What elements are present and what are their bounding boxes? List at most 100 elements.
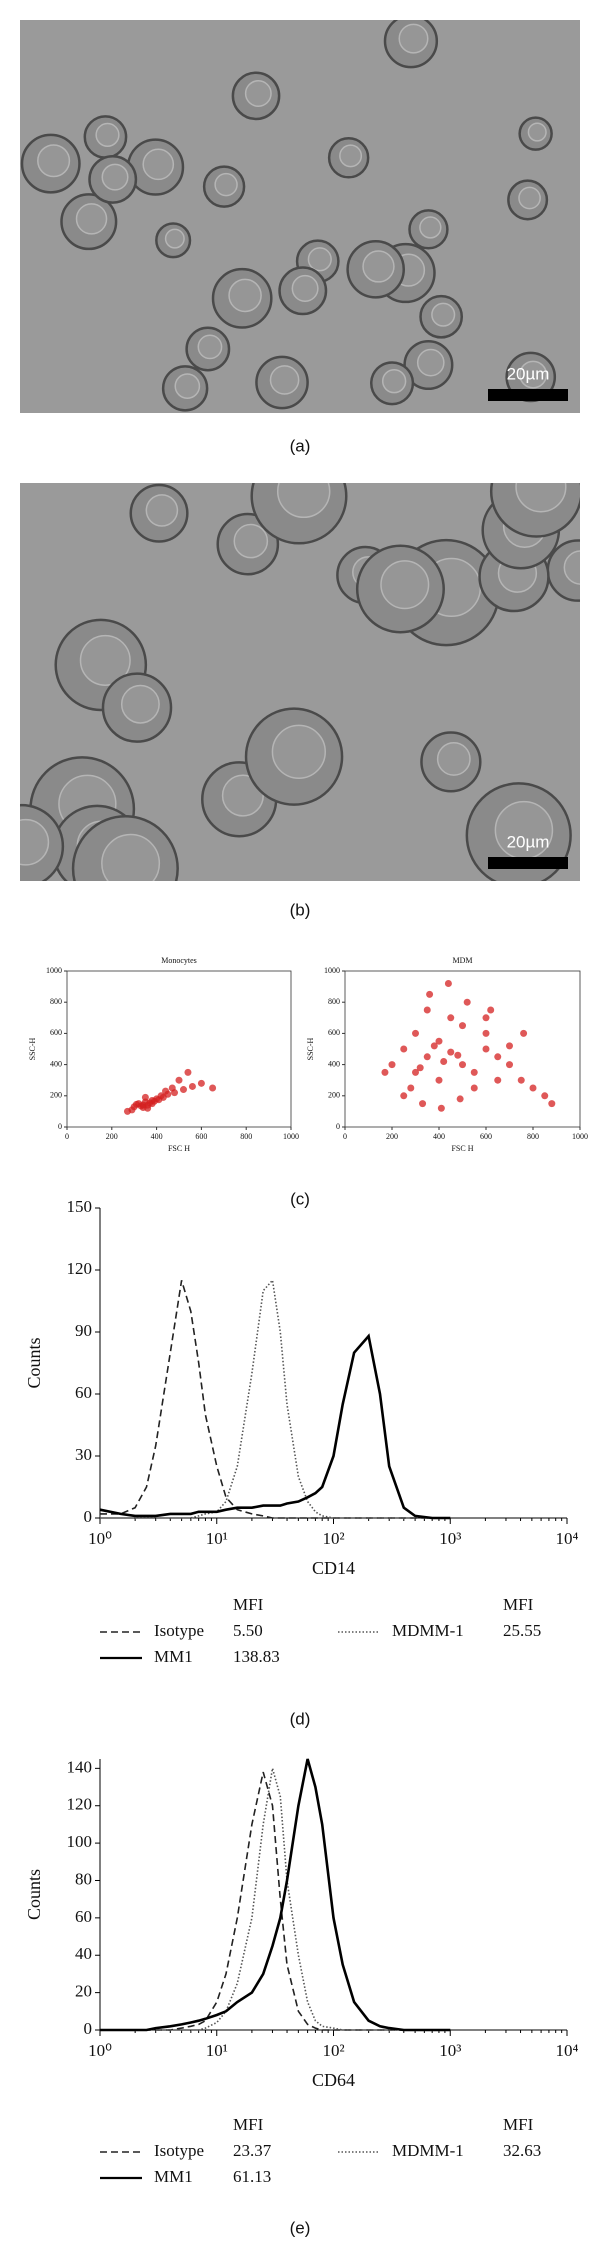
cell-core	[221, 774, 264, 817]
y-tick-label: 400	[50, 1059, 62, 1068]
cell-core	[362, 250, 395, 283]
legend-header: MFI	[233, 1595, 264, 1614]
point	[548, 1100, 556, 1108]
point	[494, 1053, 502, 1061]
point	[209, 1084, 217, 1092]
point	[162, 1087, 170, 1095]
legend-mfi: 61.13	[233, 2167, 271, 2186]
cell-core	[307, 247, 332, 272]
histogram-line	[100, 1280, 451, 1519]
cell-core	[142, 148, 175, 181]
point	[381, 1068, 389, 1076]
x-tick-label: 400	[433, 1132, 445, 1141]
point	[447, 1014, 455, 1022]
point	[447, 1048, 455, 1056]
y-axis-label: SSC-H	[28, 1037, 37, 1060]
y-tick-label: 30	[75, 1445, 92, 1464]
cell-core	[145, 494, 179, 527]
y-tick-label: 0	[84, 1507, 93, 1526]
x-tick-label: 10²	[322, 2041, 344, 2060]
point	[175, 1076, 183, 1084]
cell-core	[381, 368, 407, 394]
cell-core	[380, 560, 430, 610]
cell-core	[291, 274, 319, 302]
point	[407, 1084, 415, 1092]
y-tick-label: 1000	[324, 966, 340, 975]
y-axis-label: SSC-H	[306, 1037, 315, 1060]
y-tick-label: 20	[75, 1982, 92, 2001]
point	[437, 1104, 445, 1112]
point	[482, 1014, 490, 1022]
y-tick-label: 100	[67, 1832, 93, 1851]
micrograph: 20µm	[20, 483, 580, 881]
chart-title: Monocytes	[161, 956, 197, 965]
point	[419, 1100, 427, 1108]
point	[132, 1100, 140, 1108]
x-axis-label: CD14	[312, 1558, 355, 1578]
point	[482, 1029, 490, 1037]
y-axis-label: Counts	[24, 1869, 44, 1920]
cell-core	[95, 122, 120, 148]
x-tick-label: 1000	[283, 1132, 299, 1141]
point	[159, 1093, 167, 1101]
y-tick-label: 40	[75, 1944, 92, 1963]
legend-mfi: 138.83	[233, 1647, 280, 1666]
point	[435, 1037, 443, 1045]
scale-bar	[488, 389, 568, 401]
cell-core	[174, 373, 201, 399]
panel-label: (b)	[290, 900, 311, 919]
point	[139, 1104, 147, 1111]
legend-mfi: 25.55	[503, 1621, 541, 1640]
x-tick-label: 10⁰	[88, 2041, 112, 2060]
x-tick-label: 800	[240, 1132, 252, 1141]
y-tick-label: 120	[67, 1795, 93, 1814]
y-tick-label: 200	[50, 1091, 62, 1100]
point	[459, 1022, 466, 1030]
y-tick-label: 60	[75, 1907, 92, 1926]
legend-label: Isotype	[154, 2141, 204, 2160]
x-tick-label: 10⁴	[556, 1529, 579, 1548]
x-tick-label: 400	[151, 1132, 163, 1141]
point	[168, 1084, 176, 1092]
y-tick-label: 600	[50, 1028, 62, 1037]
cell-core	[244, 80, 272, 107]
plot-frame	[66, 970, 292, 1128]
x-tick-label: 10²	[322, 1529, 344, 1548]
y-tick-label: 140	[67, 1757, 93, 1776]
y-tick-label: 1000	[46, 966, 62, 975]
cell-core	[120, 684, 160, 724]
cell-core	[197, 334, 223, 360]
y-tick-label: 150	[67, 1197, 93, 1216]
cell-core	[214, 172, 238, 197]
point	[541, 1092, 549, 1100]
histogram-line	[100, 1278, 451, 1519]
point	[412, 1029, 419, 1037]
y-tick-label: 200	[328, 1091, 340, 1100]
cell-core	[339, 144, 363, 168]
legend-mfi: 32.63	[503, 2141, 541, 2160]
scale-bar-label: 20µm	[507, 832, 550, 851]
y-tick-label: 0	[58, 1122, 62, 1131]
legend-label: MDMM-1	[392, 1621, 464, 1640]
x-tick-label: 200	[386, 1132, 398, 1141]
point	[388, 1061, 396, 1069]
point	[520, 1029, 528, 1037]
y-tick-label: 80	[75, 1869, 92, 1888]
x-tick-label: 10⁰	[88, 1529, 112, 1548]
point	[470, 1084, 478, 1092]
point	[141, 1093, 149, 1101]
point	[197, 1079, 205, 1087]
x-axis-label: CD64	[312, 2070, 355, 2090]
point	[423, 1053, 431, 1061]
point	[123, 1107, 131, 1115]
cell-core	[518, 186, 541, 210]
cell-core	[37, 144, 71, 178]
panel-label: (e)	[290, 2218, 311, 2237]
panel-label: (d)	[290, 1709, 311, 1728]
point	[184, 1068, 192, 1076]
x-tick-label: 10³	[439, 2041, 461, 2060]
legend-mfi: 5.50	[233, 1621, 263, 1640]
point	[494, 1076, 502, 1084]
x-tick-label: 600	[195, 1132, 207, 1141]
